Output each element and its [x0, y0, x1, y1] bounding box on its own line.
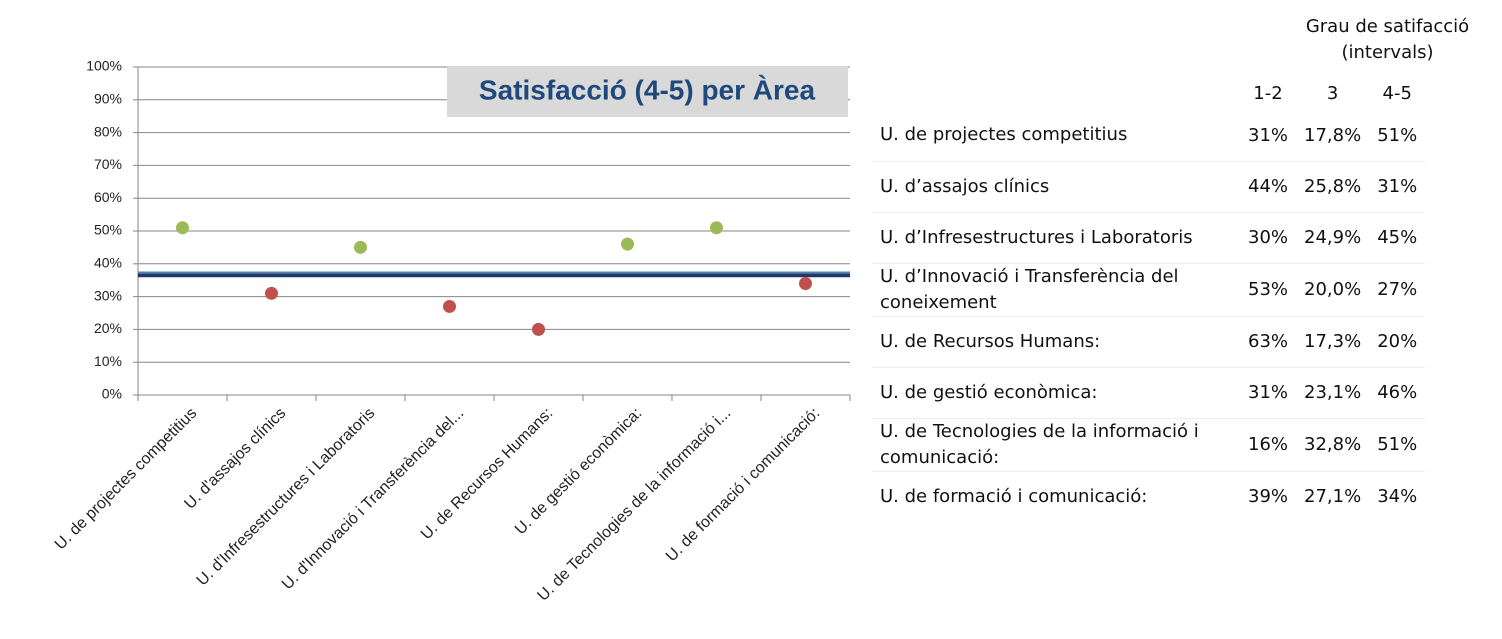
row-label: U. de projectes competitius: [880, 124, 1128, 146]
column-header: 1-2: [1253, 82, 1283, 104]
cell: 31%: [1377, 176, 1418, 197]
cell: 23,1%: [1304, 382, 1362, 403]
cell: 17,3%: [1304, 331, 1362, 352]
table-row: U. d’assajos clínics 44% 25,8% 31%: [872, 161, 1426, 212]
cell: 17,8%: [1304, 124, 1362, 146]
cell: 31%: [1248, 124, 1289, 146]
chart-title: Satisfacció (4-5) per Àrea: [479, 74, 816, 105]
cell: 20%: [1377, 331, 1418, 352]
header-row: 1-2 3 4-5: [872, 76, 1425, 110]
cell: 25,8%: [1304, 176, 1362, 197]
row-label: U. de formació i comunicació:: [880, 485, 1148, 507]
y-tick-label: 0%: [102, 386, 122, 402]
chart: 0% 10% 20% 30% 40% 50% 60% 70% 80% 90% 100% U. de p…: [52, 58, 851, 605]
x-tick-label: U. d'assajos clínics: [181, 405, 289, 513]
cell: 44%: [1248, 176, 1289, 197]
cell: 53%: [1248, 279, 1289, 300]
column-header: 3: [1326, 82, 1339, 104]
dot: [621, 237, 634, 251]
y-tick-label: 70%: [94, 156, 122, 172]
y-tick-label: 10%: [94, 353, 122, 369]
cell: 32,8%: [1304, 434, 1362, 455]
title-box: [447, 66, 848, 117]
row-label: U. d’Infresestructures i Laboratoris: [880, 226, 1193, 248]
row-label: U. de Tecnologies de la informació i com…: [880, 420, 1199, 468]
table-row: U. de Tecnologies de la informació i com…: [872, 418, 1426, 471]
y-tick-label: 20%: [94, 320, 122, 336]
dot: [176, 221, 189, 235]
table-row: U. de formació i comunicació: 39% 27,1% 34%: [872, 471, 1425, 522]
table-row: U. de Recursos Humans: 63% 17,3% 20%: [872, 316, 1426, 367]
cell: 20,0%: [1304, 279, 1362, 300]
x-tick-label: U. de projectes competitius: [52, 405, 200, 553]
table-title: Grau de satifacció (intervals): [1305, 16, 1470, 63]
column-header: 4-5: [1382, 82, 1412, 104]
row-label: U. d’Innovació i Transferència del conei…: [880, 265, 1179, 313]
table-row: U. d’Innovació i Transferència del conei…: [872, 263, 1426, 316]
cell: 31%: [1248, 382, 1289, 403]
x-tick-label: U. de Tecnologies de la informació i...: [534, 405, 734, 605]
y-tick-label: 60%: [94, 189, 122, 205]
cell: 27,1%: [1304, 486, 1362, 508]
cell: 45%: [1377, 227, 1418, 248]
cell: 46%: [1377, 382, 1418, 403]
y-tick-label: 90%: [94, 91, 122, 107]
row-label: U. de Recursos Humans:: [880, 330, 1101, 352]
table-row: U. de gestió econòmica: 31% 23,1% 46%: [872, 367, 1426, 418]
plot: 0% 10% 20% 30% 40% 50% 60% 70% 80% 90% 100% U. de p…: [52, 58, 851, 605]
cell: 24,9%: [1304, 227, 1362, 248]
table-row: U. d’Infresestructures i Laboratoris 30% 2…: [872, 212, 1426, 263]
dot: [443, 299, 456, 313]
x-tick-label: U. d'Innovació i Transferència del...: [279, 405, 467, 593]
dot: [532, 322, 545, 336]
y-tick-label: 100%: [86, 58, 122, 74]
y-tick-label: 80%: [94, 123, 122, 139]
cell: 34%: [1377, 486, 1418, 508]
row-label: U. d’assajos clínics: [880, 175, 1050, 197]
dot: [354, 240, 367, 254]
table-row: U. de projectes competitius 31% 17,8% 51%: [872, 110, 1426, 161]
cell: 51%: [1377, 434, 1418, 455]
row-label: U. de gestió econòmica:: [880, 381, 1098, 403]
y-tick-label: 30%: [94, 287, 122, 303]
cell: 51%: [1377, 124, 1418, 146]
dot: [710, 221, 723, 235]
x-tick-label: U. d'Infresestructures i Laboratoris: [194, 405, 379, 590]
cell: 27%: [1377, 279, 1418, 300]
cell: 39%: [1248, 486, 1289, 508]
dot: [799, 276, 812, 290]
cell: 30%: [1248, 227, 1289, 248]
y-tick-label: 40%: [94, 255, 122, 271]
cell: 63%: [1248, 331, 1289, 352]
dot: [265, 286, 278, 300]
cell: 16%: [1248, 434, 1289, 455]
y-tick-label: 50%: [94, 222, 122, 238]
table: 1-2 3 4-5 U. de projectes competitius 31% 17,…: [872, 76, 1426, 522]
x-tick-label: U. de formació i comunicació:: [663, 405, 823, 565]
